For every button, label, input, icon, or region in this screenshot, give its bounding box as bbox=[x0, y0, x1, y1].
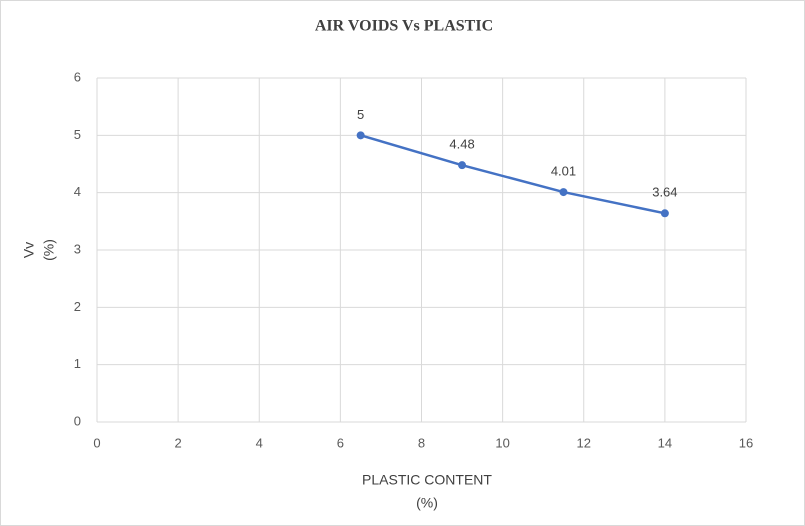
data-label: 4.01 bbox=[551, 164, 576, 179]
x-axis-title: PLASTIC CONTENT bbox=[362, 472, 492, 488]
data-label: 4.48 bbox=[449, 137, 474, 152]
x-tick-label: 4 bbox=[256, 435, 263, 450]
x-tick-label: 12 bbox=[577, 435, 591, 450]
x-tick-label: 16 bbox=[739, 435, 753, 450]
y-tick-label: 1 bbox=[74, 356, 81, 371]
data-label: 5 bbox=[357, 107, 364, 122]
x-tick-label: 8 bbox=[418, 435, 425, 450]
x-tick-label: 2 bbox=[175, 435, 182, 450]
x-tick-label: 6 bbox=[337, 435, 344, 450]
data-point bbox=[458, 161, 467, 170]
y-tick-label: 5 bbox=[74, 127, 81, 142]
series-line bbox=[360, 134, 666, 215]
y-axis-title: (%) bbox=[41, 239, 57, 261]
y-tick-label: 0 bbox=[74, 413, 81, 428]
y-tick-label: 2 bbox=[74, 299, 81, 314]
y-tick-label: 4 bbox=[74, 184, 81, 199]
data-point bbox=[559, 188, 568, 197]
chart-title: AIR VOIDS Vs PLASTIC bbox=[315, 18, 493, 35]
data-label: 3.64 bbox=[652, 185, 677, 200]
x-axis-title: (%) bbox=[416, 495, 438, 511]
x-tick-label: 0 bbox=[93, 435, 100, 450]
y-tick-label: 3 bbox=[74, 241, 81, 256]
data-point bbox=[660, 209, 669, 218]
data-point bbox=[356, 131, 365, 140]
y-tick-label: 6 bbox=[74, 69, 81, 84]
y-axis-title: Vv bbox=[21, 242, 37, 258]
x-tick-label: 14 bbox=[658, 435, 672, 450]
x-tick-label: 10 bbox=[495, 435, 509, 450]
